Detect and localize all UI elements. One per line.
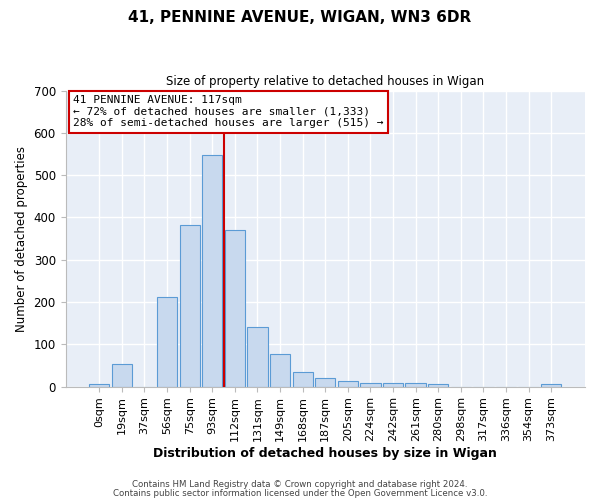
Bar <box>89 384 109 386</box>
Text: Contains public sector information licensed under the Open Government Licence v3: Contains public sector information licen… <box>113 490 487 498</box>
Text: Contains HM Land Registry data © Crown copyright and database right 2024.: Contains HM Land Registry data © Crown c… <box>132 480 468 489</box>
Bar <box>112 364 132 386</box>
Title: Size of property relative to detached houses in Wigan: Size of property relative to detached ho… <box>166 75 484 88</box>
Bar <box>383 383 403 386</box>
Bar <box>179 225 200 386</box>
Bar <box>202 156 223 386</box>
Bar <box>157 297 177 386</box>
Y-axis label: Number of detached properties: Number of detached properties <box>15 146 28 332</box>
Text: 41 PENNINE AVENUE: 117sqm
← 72% of detached houses are smaller (1,333)
28% of se: 41 PENNINE AVENUE: 117sqm ← 72% of detac… <box>73 95 384 128</box>
Bar <box>428 384 448 386</box>
Bar <box>293 372 313 386</box>
Bar <box>270 354 290 386</box>
Bar <box>360 383 380 386</box>
Bar <box>247 328 268 386</box>
Bar <box>315 378 335 386</box>
Bar <box>338 380 358 386</box>
Bar <box>541 384 562 386</box>
Text: 41, PENNINE AVENUE, WIGAN, WN3 6DR: 41, PENNINE AVENUE, WIGAN, WN3 6DR <box>128 10 472 25</box>
X-axis label: Distribution of detached houses by size in Wigan: Distribution of detached houses by size … <box>154 447 497 460</box>
Bar <box>406 383 426 386</box>
Bar <box>225 230 245 386</box>
